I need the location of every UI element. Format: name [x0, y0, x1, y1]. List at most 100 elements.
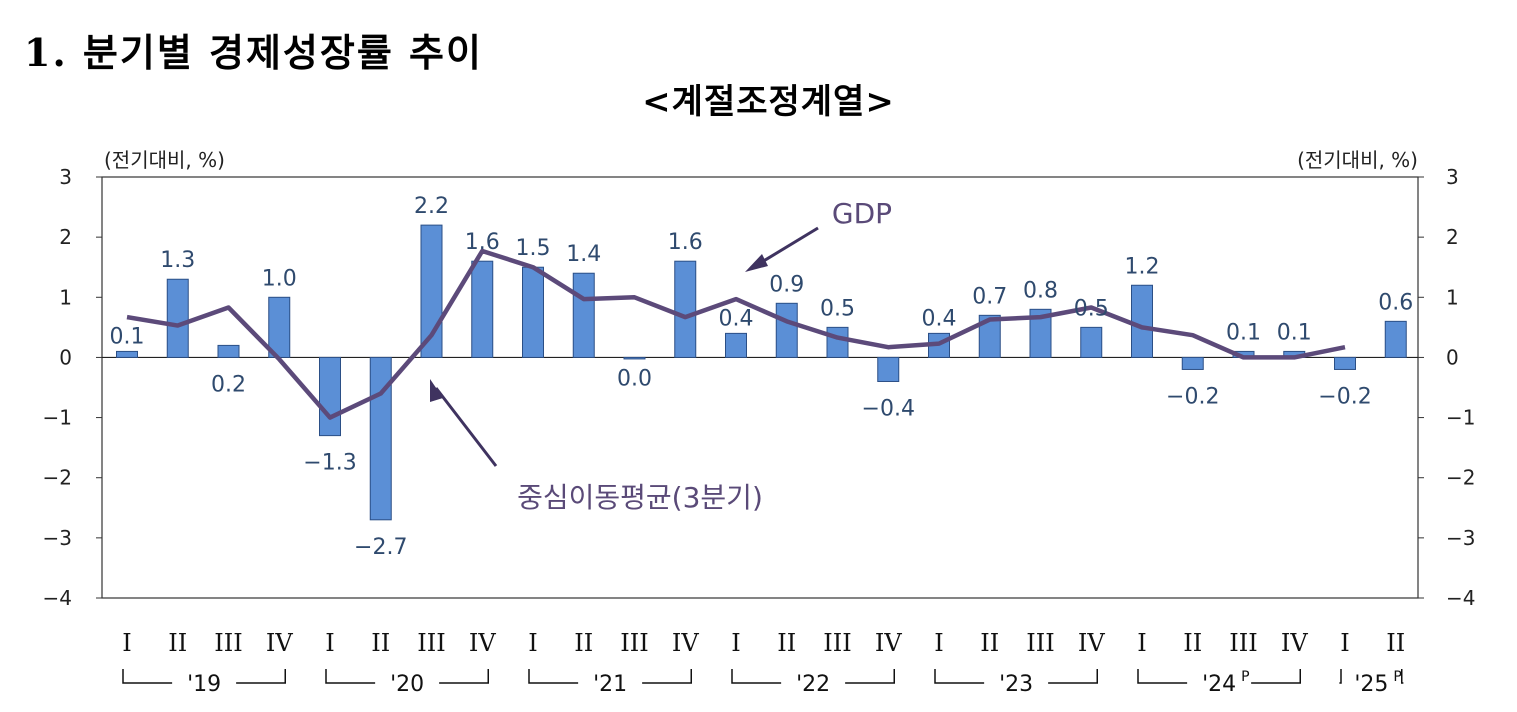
y-tick-label-right: −3 — [1446, 526, 1475, 550]
gdp-data-label: 0.1 — [1277, 320, 1312, 345]
gdp-data-label: 2.2 — [414, 194, 449, 219]
quarter-label: I — [934, 629, 943, 657]
quarter-label: I — [1340, 629, 1349, 657]
data-labels: 0.1 1.3 0.2 1.0 −1.3 −2.7 2.2 1.6 1.5 1.4 0.0 1.6 0.… — [110, 194, 1414, 560]
page-title: 1. 분기별 경제성장률 추이 — [24, 30, 483, 75]
gdp-bar — [471, 260, 494, 358]
year-bracket-right — [642, 669, 692, 684]
quarter-label: III — [417, 629, 445, 657]
moving-average-annotation: 중심이동평균(3분기) — [517, 481, 763, 514]
y-tick-label-left: −3 — [43, 526, 72, 550]
gdp-bar — [319, 356, 341, 437]
year-bracket-left — [528, 669, 579, 684]
y-tick-label-right: −2 — [1446, 466, 1475, 490]
gdp-data-label: −0.4 — [862, 396, 915, 421]
gdp-data-label: 1.6 — [465, 230, 500, 255]
quarter-label: III — [620, 629, 648, 657]
moving-average-polyline — [126, 248, 1346, 420]
gdp-bar — [775, 302, 798, 358]
y-tick-label-left: 0 — [59, 345, 72, 369]
year-label: '25 — [1354, 672, 1388, 697]
gdp-bar — [116, 350, 138, 358]
gdp-data-label: 1.2 — [1125, 254, 1160, 279]
gdp-bar — [1334, 356, 1356, 370]
y-tick-label-right: 0 — [1446, 345, 1459, 369]
quarter-label: II — [371, 629, 390, 657]
gdp-bar — [166, 278, 189, 358]
gdp-bar — [522, 266, 544, 358]
ma-arrowhead — [430, 379, 443, 402]
y-tick-label-right: −4 — [1446, 586, 1475, 610]
gdp-bar — [877, 356, 900, 382]
gdp-data-label: 0.4 — [719, 306, 754, 331]
quarter-label: II — [1386, 629, 1405, 657]
quarter-label: II — [574, 629, 593, 657]
quarter-label: I — [731, 629, 740, 657]
gdp-data-label: 1.4 — [566, 242, 601, 267]
year-bracket-right — [1251, 669, 1301, 684]
year-label: '19 — [187, 672, 221, 697]
year-bracket-right — [236, 669, 286, 684]
gdp-bar — [1384, 320, 1407, 358]
moving-average-line — [126, 248, 1346, 420]
quarter-label: II — [1183, 629, 1202, 657]
year-label: '24 — [1202, 672, 1236, 697]
gdp-bar — [1080, 326, 1103, 358]
year-label: '23 — [999, 672, 1033, 697]
page-subtitle: <계절조정계열> — [642, 82, 895, 122]
gdp-data-label: 0.1 — [1226, 320, 1261, 345]
gdp-data-label: 0.0 — [617, 366, 652, 391]
quarter-label: I — [528, 629, 537, 657]
gdp-data-label: −0.2 — [1318, 384, 1371, 409]
y-tick-label-left: −1 — [43, 406, 72, 430]
y-unit-right: (전기대비, %) — [1297, 148, 1418, 172]
quarter-label: II — [168, 629, 187, 657]
year-bracket-left — [731, 669, 782, 684]
year-label: '20 — [390, 672, 424, 697]
y-tick-label-left: 2 — [59, 225, 72, 249]
gdp-data-label: 0.5 — [820, 296, 855, 321]
gdp-data-label: 1.3 — [160, 248, 195, 273]
year-bracket-left — [122, 669, 173, 684]
year-bracket-left — [1137, 669, 1188, 684]
quarter-label: I — [325, 629, 334, 657]
quarter-label: IV — [875, 629, 902, 657]
gdp-data-label: −1.3 — [303, 451, 356, 476]
gdp-data-label: 1.6 — [668, 230, 703, 255]
year-superscript: P — [1241, 669, 1249, 685]
year-bracket-left — [1339, 669, 1342, 684]
year-label: '21 — [593, 672, 627, 697]
quarter-label: IV — [1078, 629, 1105, 657]
y-tick-label-left: −4 — [43, 586, 72, 610]
quarter-label: IV — [672, 629, 699, 657]
gdp-bar — [572, 272, 595, 358]
quarter-label: III — [1026, 629, 1054, 657]
quarter-label: III — [1229, 629, 1257, 657]
quarter-label: II — [980, 629, 999, 657]
x-axis-labels: I II III IV I II III IV I II III IV I II III IV I II III IV… — [122, 629, 1405, 697]
year-bracket-right — [1048, 669, 1098, 684]
gdp-data-label: 0.1 — [110, 324, 145, 349]
gdp-bar — [1029, 308, 1052, 358]
gdp-data-label: 1.0 — [262, 266, 297, 291]
gdp-data-label: 0.9 — [769, 272, 804, 297]
year-bracket-left — [325, 669, 376, 684]
quarter-label: III — [214, 629, 242, 657]
plot-frame — [101, 176, 1419, 599]
y-tick-label-left: 1 — [59, 285, 72, 309]
quarter-label: III — [823, 629, 851, 657]
y-unit-left: (전기대비, %) — [104, 148, 225, 172]
quarter-label: IV — [1281, 629, 1308, 657]
gdp-bar — [725, 332, 747, 358]
year-bracket-left — [934, 669, 985, 684]
gdp-bar — [623, 356, 646, 360]
y-tick-label-right: 1 — [1446, 285, 1459, 309]
y-tick-label-right: −1 — [1446, 406, 1475, 430]
y-tick-label-right: 2 — [1446, 225, 1459, 249]
axes: 3 3 2 2 1 1 0 0 −1 −1 −2 −2 −3 −3 −4 −4 (전기대비, %) (전기대비, … — [43, 148, 1476, 610]
gdp-arrowhead — [745, 254, 768, 272]
gdp-bar — [1181, 356, 1204, 370]
gdp-data-label: 0.6 — [1378, 290, 1413, 315]
year-bracket-right — [845, 669, 895, 684]
